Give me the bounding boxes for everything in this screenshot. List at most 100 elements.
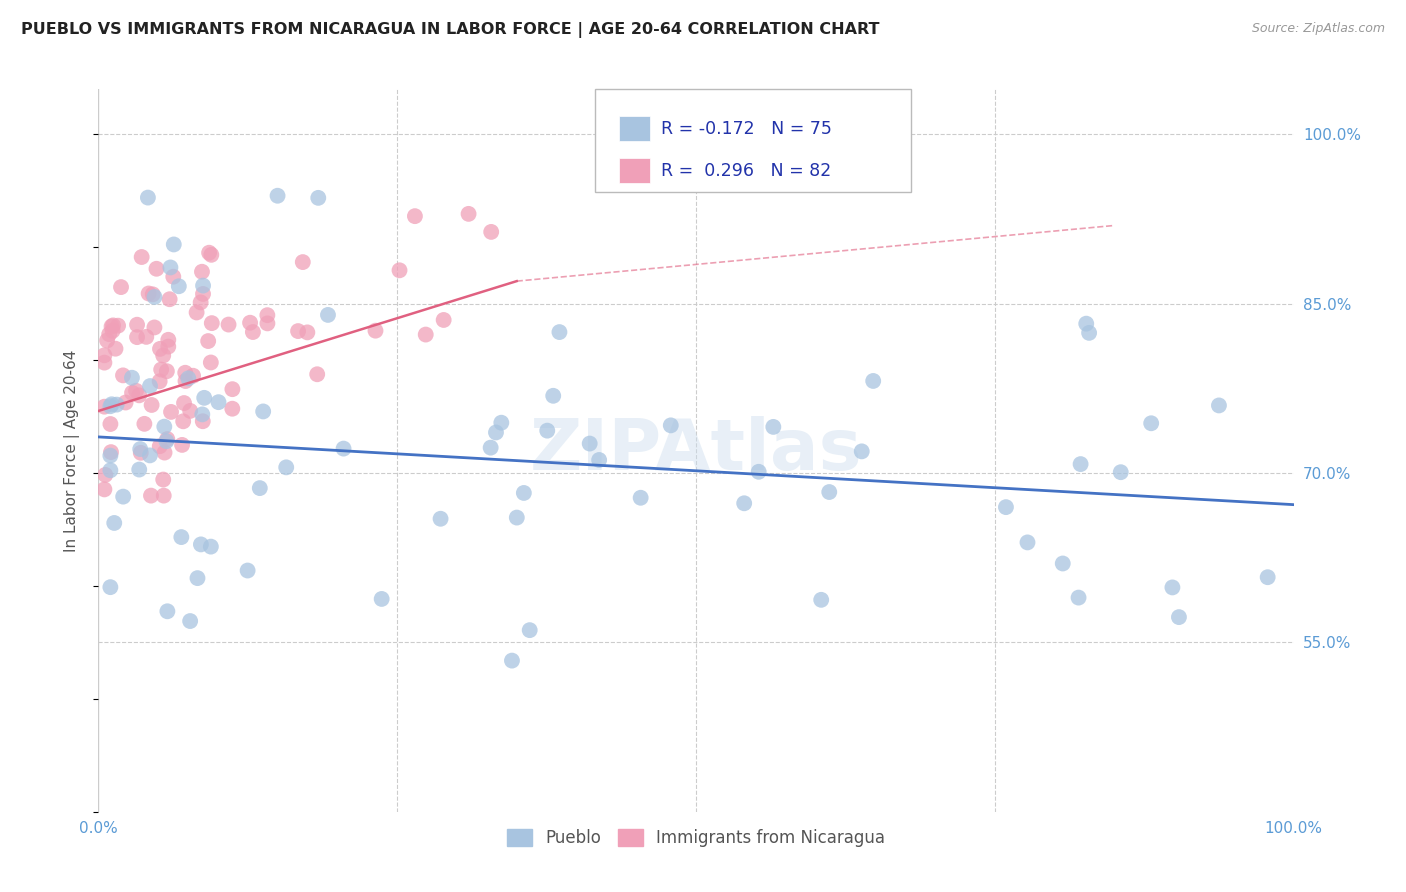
Point	[131, 250, 153, 264]
Point	[256, 308, 278, 322]
Point	[485, 425, 508, 440]
Point	[332, 442, 354, 456]
Point	[93, 356, 115, 370]
Point	[129, 442, 152, 456]
Point	[733, 496, 755, 510]
Point	[578, 436, 600, 450]
Point	[433, 313, 456, 327]
Point	[457, 207, 479, 221]
Point	[177, 371, 200, 385]
Point	[156, 604, 179, 618]
Point	[1078, 326, 1101, 340]
Point	[201, 316, 224, 330]
Point	[98, 449, 122, 463]
Point	[179, 614, 201, 628]
Point	[136, 191, 159, 205]
Point	[128, 462, 150, 476]
Point	[541, 389, 564, 403]
Point	[162, 269, 184, 284]
Point	[173, 396, 195, 410]
Point	[139, 489, 162, 503]
Point	[98, 463, 122, 477]
Point	[141, 398, 163, 412]
Point	[114, 395, 136, 409]
Point	[266, 188, 288, 202]
Point	[370, 591, 392, 606]
Point	[103, 516, 125, 530]
Point	[862, 374, 884, 388]
Point	[98, 327, 121, 342]
Point	[153, 419, 176, 434]
Point	[513, 486, 536, 500]
Point	[1017, 535, 1039, 549]
Point	[160, 405, 183, 419]
Point	[159, 292, 181, 306]
Point	[200, 248, 222, 262]
Point	[98, 580, 122, 594]
Point	[93, 400, 115, 414]
Point	[501, 654, 523, 668]
Point	[105, 398, 128, 412]
Point	[200, 540, 222, 554]
Point	[101, 324, 124, 338]
Point	[190, 537, 212, 551]
Point	[145, 261, 167, 276]
Point	[107, 318, 129, 333]
Point	[186, 571, 208, 585]
Point	[138, 286, 160, 301]
Point	[307, 368, 329, 382]
Point	[155, 434, 177, 449]
Point	[1161, 581, 1184, 595]
Point	[101, 318, 124, 333]
Point	[142, 287, 165, 301]
Point	[252, 404, 274, 418]
Point	[98, 399, 122, 413]
Point	[125, 330, 148, 344]
Point	[536, 424, 558, 438]
Text: R =  0.296   N = 82: R = 0.296 N = 82	[661, 162, 831, 180]
Point	[139, 449, 162, 463]
Point	[110, 280, 132, 294]
Legend: Pueblo, Immigrants from Nicaragua: Pueblo, Immigrants from Nicaragua	[501, 822, 891, 854]
Point	[111, 368, 134, 383]
Point	[1168, 610, 1191, 624]
Point	[630, 491, 652, 505]
Point	[1140, 417, 1163, 431]
Point	[1052, 557, 1074, 571]
Point	[491, 416, 513, 430]
Point	[179, 404, 201, 418]
Point	[125, 384, 148, 398]
Point	[479, 441, 502, 455]
Point	[415, 327, 437, 342]
Point	[125, 318, 148, 332]
Point	[100, 319, 122, 334]
Point	[152, 349, 174, 363]
Point	[548, 325, 571, 339]
Point	[506, 510, 529, 524]
Text: Source: ZipAtlas.com: Source: ZipAtlas.com	[1251, 22, 1385, 36]
Point	[218, 318, 240, 332]
Point	[159, 260, 181, 275]
Point	[364, 324, 387, 338]
Point	[121, 370, 143, 384]
Point	[128, 388, 150, 402]
Point	[748, 465, 770, 479]
Point	[1076, 317, 1098, 331]
Point	[191, 278, 214, 293]
Point	[153, 445, 176, 459]
Point	[818, 485, 841, 500]
Point	[429, 512, 451, 526]
Point	[287, 324, 309, 338]
Point	[1208, 399, 1230, 413]
Point	[134, 417, 156, 431]
Point	[174, 366, 197, 380]
Point	[149, 374, 172, 388]
Point	[994, 500, 1017, 515]
Point	[152, 473, 174, 487]
Point	[762, 420, 785, 434]
Point	[190, 295, 212, 310]
Point	[316, 308, 339, 322]
Point	[152, 489, 174, 503]
Point	[1109, 465, 1132, 479]
Point	[1070, 457, 1092, 471]
